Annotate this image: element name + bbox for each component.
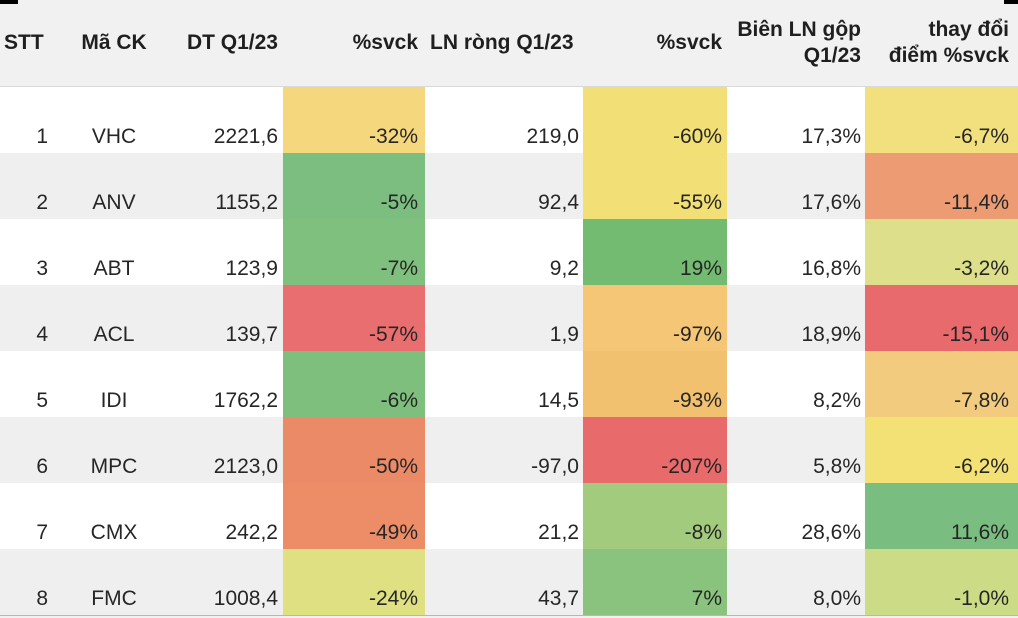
col-header-bien-ln-gop: Biên LN gộp Q1/23 [737, 18, 861, 67]
revenue-yoy-cell: -50% [283, 417, 425, 483]
gross-margin-cell: 8,2% [813, 388, 861, 412]
col-header-ln-svck: %svck [656, 31, 722, 55]
stt-cell: 3 [36, 256, 48, 280]
table-body: 1 VHC 2221,6 -32% 219,0 -60% 17,3% -6,7%… [0, 87, 1018, 615]
table-row: 7 CMX 242,2 -49% 21,2 -8% 28,6% 11,6% [0, 483, 1018, 549]
gross-margin-cell: 17,3% [801, 124, 861, 148]
revenue-yoy-cell: -32% [283, 87, 425, 153]
net-profit-cell: 43,7 [538, 586, 579, 610]
revenue-yoy-cell: -57% [283, 285, 425, 351]
ticker-cell: FMC [91, 586, 137, 610]
table-row: 3 ABT 123,9 -7% 9,2 19% 16,8% -3,2% [0, 219, 1018, 285]
margin-change-cell: -1,0% [865, 549, 1018, 615]
profit-yoy-cell: -60% [583, 87, 727, 153]
col-header-thay-doi: thay đổi điểm %svck [888, 18, 1009, 67]
revenue-cell: 2221,6 [213, 124, 278, 148]
gross-margin-cell: 8,0% [813, 586, 861, 610]
gross-margin-cell: 28,6% [801, 520, 861, 544]
revenue-cell: 123,9 [225, 256, 278, 280]
gross-margin-cell: 16,8% [801, 256, 861, 280]
table-row: 2 ANV 1155,2 -5% 92,4 -55% 17,6% -11,4% [0, 153, 1018, 219]
net-profit-cell: 14,5 [538, 388, 579, 412]
gross-margin-cell: 18,9% [801, 322, 861, 346]
margin-change-cell: -11,4% [865, 153, 1018, 219]
col-header-stt: STT [4, 31, 44, 55]
table-row: 5 IDI 1762,2 -6% 14,5 -93% 8,2% -7,8% [0, 351, 1018, 417]
net-profit-cell: 1,9 [549, 322, 579, 346]
profit-yoy-cell: 19% [583, 219, 727, 285]
margin-change-cell: -6,2% [865, 417, 1018, 483]
ticker-cell: ABT [93, 256, 135, 280]
table-row: 8 FMC 1008,4 -24% 43,7 7% 8,0% -1,0% [0, 549, 1018, 615]
col-header-dt-q1-23: DT Q1/23 [186, 31, 278, 55]
revenue-cell: 1155,2 [215, 190, 278, 214]
revenue-yoy-cell: -6% [283, 351, 425, 417]
revenue-cell: 1762,2 [213, 388, 278, 412]
revenue-yoy-cell: -24% [283, 549, 425, 615]
revenue-yoy-cell: -7% [283, 219, 425, 285]
margin-change-cell: -3,2% [865, 219, 1018, 285]
margin-change-cell: -6,7% [865, 87, 1018, 153]
stt-cell: 4 [36, 322, 48, 346]
table-header-row: STT Mã CK DT Q1/23 %svck LN ròng Q1/23 %… [0, 0, 1018, 87]
margin-change-cell: 11,6% [865, 483, 1018, 549]
net-profit-cell: -97,0 [531, 454, 579, 478]
margin-change-cell: -7,8% [865, 351, 1018, 417]
ticker-cell: CMX [90, 520, 138, 544]
stt-cell: 8 [36, 586, 48, 610]
stt-cell: 5 [36, 388, 48, 412]
profit-yoy-cell: -93% [583, 351, 727, 417]
stt-cell: 6 [36, 454, 48, 478]
revenue-cell: 242,2 [225, 520, 278, 544]
net-profit-cell: 21,2 [538, 520, 579, 544]
revenue-cell: 2123,0 [213, 454, 278, 478]
ticker-cell: IDI [100, 388, 128, 412]
top-left-border-accent [0, 0, 18, 4]
stt-cell: 7 [36, 520, 48, 544]
col-header-ma-ck: Mã CK [81, 31, 147, 55]
top-right-border-accent [1004, 0, 1018, 4]
ticker-cell: ANV [92, 190, 136, 214]
profit-yoy-cell: 7% [583, 549, 727, 615]
gross-margin-cell: 17,6% [801, 190, 861, 214]
ticker-cell: VHC [91, 124, 137, 148]
ticker-cell: MPC [90, 454, 138, 478]
net-profit-cell: 9,2 [549, 256, 579, 280]
stt-cell: 2 [36, 190, 48, 214]
ticker-cell: ACL [93, 322, 135, 346]
margin-change-cell: -15,1% [865, 285, 1018, 351]
col-header-dt-svck: %svck [352, 31, 418, 55]
profit-yoy-cell: -55% [583, 153, 727, 219]
revenue-cell: 139,7 [225, 322, 278, 346]
net-profit-cell: 219,0 [526, 124, 579, 148]
stt-cell: 1 [36, 124, 48, 148]
profit-yoy-cell: -207% [583, 417, 727, 483]
gross-margin-cell: 5,8% [813, 454, 861, 478]
revenue-yoy-cell: -49% [283, 483, 425, 549]
profit-yoy-cell: -97% [583, 285, 727, 351]
table-row: 1 VHC 2221,6 -32% 219,0 -60% 17,3% -6,7% [0, 87, 1018, 153]
net-profit-cell: 92,4 [538, 190, 579, 214]
profit-yoy-cell: -8% [583, 483, 727, 549]
table-row: 6 MPC 2123,0 -50% -97,0 -207% 5,8% -6,2% [0, 417, 1018, 483]
revenue-cell: 1008,4 [213, 586, 278, 610]
table-bottom-border [0, 615, 1018, 618]
col-header-ln-rong: LN ròng Q1/23 [430, 31, 574, 55]
table-row: 4 ACL 139,7 -57% 1,9 -97% 18,9% -15,1% [0, 285, 1018, 351]
revenue-yoy-cell: -5% [283, 153, 425, 219]
